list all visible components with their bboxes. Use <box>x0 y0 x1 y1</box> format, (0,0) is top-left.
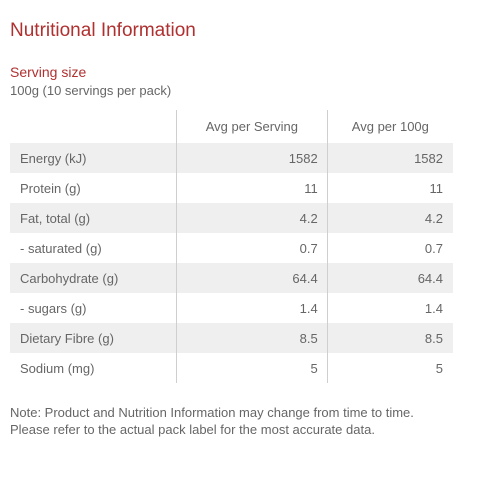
avg-per-serving-value: 64.4 <box>175 263 328 293</box>
nutrient-name: Energy (kJ) <box>10 143 177 173</box>
table-header-row: Avg per Serving Avg per 100g <box>10 110 453 143</box>
nutrient-name: Dietary Fibre (g) <box>10 323 177 353</box>
nutrient-name: Carbohydrate (g) <box>10 263 177 293</box>
table-row: Energy (kJ) 1582 1582 <box>10 143 453 173</box>
serving-size-value: 100g (10 servings per pack) <box>10 83 172 98</box>
nutrient-name: - saturated (g) <box>10 233 177 263</box>
avg-per-serving-value: 4.2 <box>175 203 328 233</box>
table-row: Fat, total (g) 4.2 4.2 <box>10 203 453 233</box>
table-row: Carbohydrate (g) 64.4 64.4 <box>10 263 453 293</box>
page-title: Nutritional Information <box>10 20 196 41</box>
nutrient-name: Sodium (mg) <box>10 353 177 383</box>
nutrient-name: Fat, total (g) <box>10 203 177 233</box>
avg-per-100g-value: 8.5 <box>327 323 453 353</box>
avg-per-100g-value: 5 <box>327 353 453 383</box>
table-row: - saturated (g) 0.7 0.7 <box>10 233 453 263</box>
nutrient-name: - sugars (g) <box>10 293 177 323</box>
avg-per-serving-value: 1.4 <box>175 293 328 323</box>
avg-per-serving-value: 11 <box>175 173 328 203</box>
serving-size-heading: Serving size <box>10 64 87 80</box>
avg-per-100g-value: 1582 <box>327 143 453 173</box>
table-row: Dietary Fibre (g) 8.5 8.5 <box>10 323 453 353</box>
avg-per-100g-value: 64.4 <box>327 263 453 293</box>
avg-per-100g-value: 4.2 <box>327 203 453 233</box>
table-row: Protein (g) 11 11 <box>10 173 453 203</box>
nutrient-name: Protein (g) <box>10 173 177 203</box>
disclaimer-note: Note: Product and Nutrition Information … <box>10 405 414 437</box>
nutrition-table: Avg per Serving Avg per 100g Energy (kJ)… <box>10 110 453 383</box>
avg-per-serving-value: 5 <box>175 353 328 383</box>
avg-per-100g-value: 1.4 <box>327 293 453 323</box>
avg-per-serving-value: 8.5 <box>175 323 328 353</box>
avg-per-100g-value: 0.7 <box>327 233 453 263</box>
table-row: - sugars (g) 1.4 1.4 <box>10 293 453 323</box>
avg-per-100g-value: 11 <box>327 173 453 203</box>
header-avg-per-serving: Avg per Serving <box>175 110 328 143</box>
header-nutrient <box>10 110 176 143</box>
table-row: Sodium (mg) 5 5 <box>10 353 453 383</box>
header-avg-per-100g: Avg per 100g <box>351 119 429 134</box>
avg-per-serving-value: 0.7 <box>175 233 328 263</box>
avg-per-serving-value: 1582 <box>175 143 328 173</box>
